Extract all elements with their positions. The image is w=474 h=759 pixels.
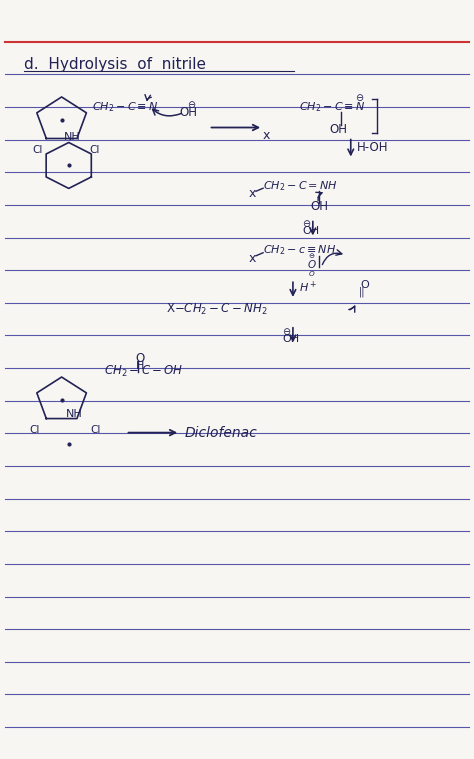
Text: x: x: [249, 187, 256, 200]
Text: $CH_2-c{\equiv}NH$: $CH_2-c{\equiv}NH$: [263, 244, 336, 257]
Text: $CH_2-C{\equiv}N$: $CH_2-C{\equiv}N$: [299, 100, 365, 114]
Text: $\underset{O}{\overset{\ominus}{O}}$: $\underset{O}{\overset{\ominus}{O}}$: [307, 253, 317, 279]
Text: $\ominus$: $\ominus$: [282, 326, 292, 337]
Text: OH: OH: [282, 333, 299, 344]
Text: OH: OH: [179, 106, 197, 119]
Text: $\ominus$: $\ominus$: [187, 99, 197, 110]
Text: ||: ||: [359, 287, 365, 298]
Text: x: x: [263, 128, 271, 142]
Text: H: H: [136, 361, 144, 371]
Text: Diclofenac: Diclofenac: [185, 426, 257, 439]
Text: $CH_2-C{\equiv}N$: $CH_2-C{\equiv}N$: [92, 100, 159, 114]
Text: d.  Hydrolysis  of  nitrile: d. Hydrolysis of nitrile: [24, 57, 206, 72]
Text: OH: OH: [310, 200, 328, 213]
Text: OH: OH: [302, 225, 319, 236]
Text: $CH_2 - C{=}NH$: $CH_2 - C{=}NH$: [263, 179, 338, 193]
Text: $H^+$: $H^+$: [299, 279, 317, 294]
Text: O: O: [360, 279, 369, 290]
Text: Cl: Cl: [89, 145, 100, 156]
Text: x: x: [249, 251, 256, 265]
Text: $CH_2-C-OH$: $CH_2-C-OH$: [104, 364, 184, 380]
Text: NH: NH: [65, 408, 82, 419]
Text: $\ominus$: $\ominus$: [302, 219, 311, 229]
Text: Cl: Cl: [32, 145, 43, 156]
Text: H-OH: H-OH: [357, 140, 388, 154]
Text: Cl: Cl: [30, 425, 40, 436]
Text: O: O: [135, 351, 145, 365]
Text: Cl: Cl: [90, 425, 100, 436]
Text: $\ominus$: $\ominus$: [356, 92, 365, 102]
Text: NH: NH: [64, 131, 81, 142]
Text: X$-CH_2-C-NH_2$: X$-CH_2-C-NH_2$: [166, 302, 267, 317]
Text: OH: OH: [329, 122, 347, 136]
